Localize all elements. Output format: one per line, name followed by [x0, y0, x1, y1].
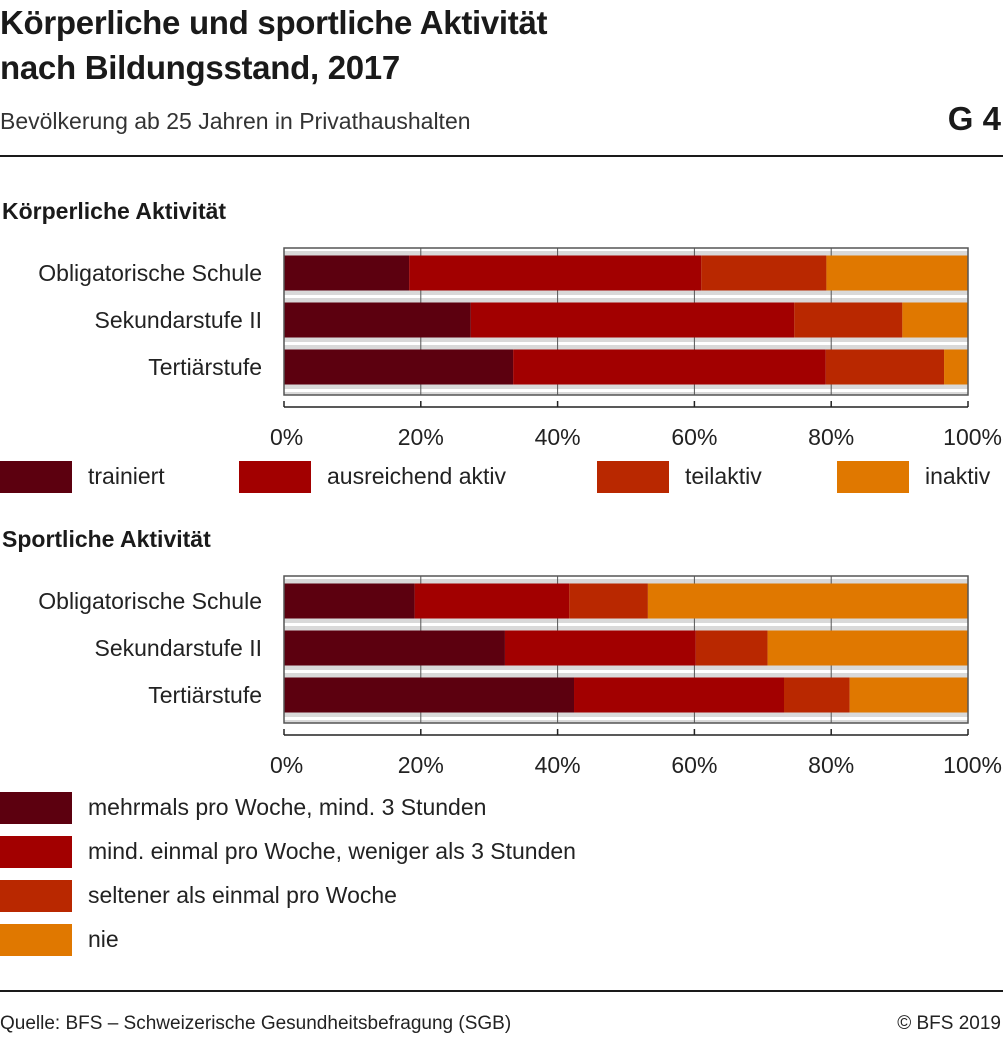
legend-item-seltener: seltener als einmal pro Woche [0, 880, 1003, 924]
legend-swatch [597, 461, 669, 493]
x-tick-label: 0% [270, 424, 303, 450]
section-title-koerperlich: Körperliche Aktivität [2, 198, 227, 224]
source-note: Quelle: BFS – Schweizerische Gesundheits… [0, 1013, 512, 1034]
legend-label: ausreichend aktiv [327, 463, 506, 489]
title-line-1: Körperliche und sportliche Aktivität [0, 4, 548, 41]
bar-sekundarstufe-ii-2 [504, 630, 696, 666]
bar-tertiaerstufe-1 [284, 677, 575, 713]
band-separator [284, 670, 968, 673]
legend-label: nie [88, 926, 119, 952]
title-line-2: nach Bildungsstand, 2017 [0, 49, 400, 86]
category-label: Sekundarstufe II [95, 307, 263, 333]
legend-swatch [0, 880, 72, 912]
bar-tertiaerstufe-3 [825, 349, 945, 385]
bar-tertiaerstufe-3 [784, 677, 850, 713]
bar-sekundarstufe-ii-2 [470, 302, 795, 338]
band-separator [284, 389, 968, 392]
chart-subtitle: Bevölkerung ab 25 Jahren in Privathausha… [0, 108, 471, 134]
bar-obligatorische-schule-4 [826, 255, 968, 291]
chart-koerperliche-aktivitaet: Obligatorische Schule Sekundarstufe II Ter… [38, 247, 1002, 450]
category-label: Sekundarstufe II [95, 635, 263, 661]
legend-label: inaktiv [925, 463, 991, 489]
band-separator [284, 717, 968, 720]
bar-tertiaerstufe-2 [574, 677, 785, 713]
x-tick-label: 60% [671, 424, 717, 450]
legend-swatch [837, 461, 909, 493]
copyright: © BFS 2019 [897, 1013, 1001, 1034]
bar-obligatorische-schule-1 [284, 255, 410, 291]
x-tick-label: 100% [943, 424, 1002, 450]
bar-obligatorische-schule-3 [701, 255, 827, 291]
legend-swatch [239, 461, 311, 493]
band-separator [284, 623, 968, 626]
x-tick-label: 0% [270, 752, 303, 778]
legend-item-nie: nie [0, 924, 1003, 968]
chart-title: Körperliche und sportliche Aktivität nac… [0, 0, 900, 90]
bar-sekundarstufe-ii-4 [767, 630, 968, 666]
category-label: Obligatorische Schule [38, 588, 262, 614]
bar-obligatorische-schule-2 [409, 255, 702, 291]
legend-swatch [0, 792, 72, 824]
legend-label: seltener als einmal pro Woche [88, 882, 397, 908]
legend-label: teilaktiv [685, 463, 762, 489]
bar-sekundarstufe-ii-3 [794, 302, 903, 338]
legend-sportlich: mehrmals pro Woche, mind. 3 Stunden mind… [0, 792, 1003, 968]
x-tick-label: 20% [398, 752, 444, 778]
bar-tertiaerstufe-4 [944, 349, 968, 385]
band-separator [284, 342, 968, 345]
header-divider [0, 155, 1003, 157]
bar-tertiaerstufe-4 [849, 677, 968, 713]
bar-obligatorische-schule-1 [284, 583, 415, 619]
figure-number: G 4 [947, 100, 1001, 137]
legend-swatch [0, 924, 72, 956]
category-label: Obligatorische Schule [38, 260, 262, 286]
x-tick-label: 100% [943, 752, 1002, 778]
bar-sekundarstufe-ii-1 [284, 630, 505, 666]
legend-label: trainiert [88, 463, 165, 489]
x-tick-label: 80% [808, 424, 854, 450]
x-tick-label: 40% [535, 424, 581, 450]
category-label: Tertiärstufe [148, 354, 262, 380]
bar-obligatorische-schule-2 [414, 583, 570, 619]
bar-tertiaerstufe-2 [513, 349, 826, 385]
bar-sekundarstufe-ii-4 [902, 302, 968, 338]
band-separator [284, 248, 968, 251]
band-separator [284, 295, 968, 298]
section-title-sportlich: Sportliche Aktivität [2, 526, 211, 552]
bar-obligatorische-schule-4 [647, 583, 968, 619]
legend-koerperlich: trainiert ausreichend aktiv teilaktiv in… [0, 461, 1003, 495]
band-separator [284, 576, 968, 579]
x-tick-label: 20% [398, 424, 444, 450]
chart-sportliche-aktivitaet: Obligatorische Schule Sekundarstufe II Ter… [38, 575, 1002, 778]
legend-swatch [0, 461, 72, 493]
legend-item-einmal: mind. einmal pro Woche, weniger als 3 St… [0, 836, 1003, 880]
plot-frame [283, 575, 969, 724]
bar-obligatorische-schule-3 [569, 583, 648, 619]
x-tick-label: 80% [808, 752, 854, 778]
x-tick-label: 40% [535, 752, 581, 778]
category-label: Tertiärstufe [148, 682, 262, 708]
legend-label: mehrmals pro Woche, mind. 3 Stunden [88, 794, 487, 820]
x-tick-label: 60% [671, 752, 717, 778]
bar-sekundarstufe-ii-1 [284, 302, 471, 338]
bar-sekundarstufe-ii-3 [695, 630, 768, 666]
bar-tertiaerstufe-1 [284, 349, 514, 385]
legend-item-mehrmals: mehrmals pro Woche, mind. 3 Stunden [0, 792, 1003, 836]
plot-frame [283, 247, 969, 396]
footer-divider [0, 990, 1003, 992]
legend-swatch [0, 836, 72, 868]
legend-label: mind. einmal pro Woche, weniger als 3 St… [88, 838, 576, 864]
